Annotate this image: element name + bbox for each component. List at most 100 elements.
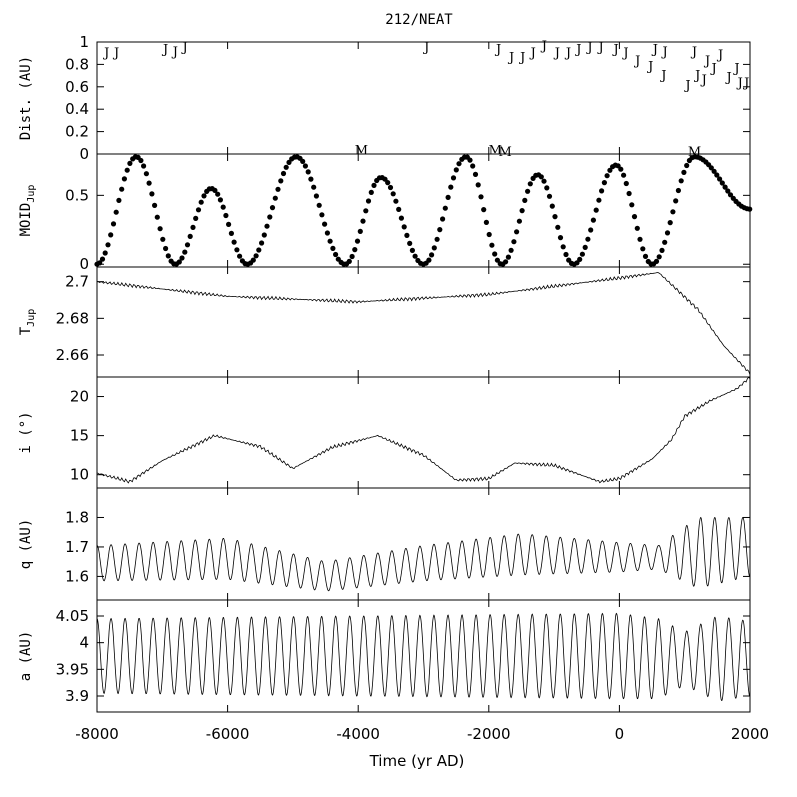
encounter-marker: J	[690, 45, 697, 60]
y-axis-label: q (AU)	[18, 519, 34, 570]
data-point	[607, 167, 613, 173]
data-point	[599, 188, 605, 194]
data-point	[593, 207, 599, 213]
data-point	[407, 240, 413, 246]
data-point	[385, 180, 391, 186]
data-point	[165, 253, 171, 259]
data-point	[478, 194, 484, 200]
encounter-marker: J	[621, 46, 628, 61]
encounter-marker: J	[724, 71, 731, 86]
encounter-marker: J	[553, 46, 560, 61]
data-point	[684, 162, 690, 169]
y-tick-label: 1.6	[65, 567, 89, 585]
x-tick-label: -4000	[336, 725, 380, 743]
data-point	[434, 236, 440, 242]
data-point	[475, 182, 481, 188]
data-point	[124, 167, 130, 173]
encounter-marker: J	[518, 50, 525, 65]
data-point	[505, 254, 511, 260]
data-point	[514, 229, 520, 235]
data-point	[670, 209, 676, 215]
y-axis-label: TJup	[18, 309, 37, 336]
data-point	[596, 197, 602, 203]
data-point	[269, 205, 276, 211]
data-point	[280, 170, 287, 177]
encounter-marker: J	[564, 46, 571, 61]
data-point	[316, 202, 322, 208]
data-point	[278, 178, 284, 184]
panel-frame-a	[96, 599, 751, 713]
data-point	[429, 252, 435, 258]
data-point	[481, 207, 487, 213]
series-line-q	[96, 516, 751, 592]
data-point	[102, 250, 108, 256]
data-point	[234, 247, 240, 253]
data-point	[357, 228, 363, 234]
encounter-marker: J	[102, 46, 109, 61]
data-point	[585, 236, 591, 242]
encounter-marker: J	[633, 54, 640, 69]
data-point	[640, 246, 646, 252]
data-point	[163, 245, 169, 252]
data-point	[711, 168, 717, 174]
y-tick-label: 1	[79, 33, 89, 51]
data-point	[105, 242, 111, 248]
encounter-marker: J	[540, 39, 547, 54]
y-tick-label: 2.7	[65, 273, 89, 291]
data-point	[722, 184, 728, 190]
encounter-marker: J	[112, 46, 119, 61]
panel-q: 1.6 1.7 1.8 q (AU)	[18, 487, 751, 601]
data-point	[456, 161, 462, 167]
data-point	[656, 254, 662, 260]
data-point	[489, 242, 495, 248]
encounter-marker: M	[489, 143, 502, 158]
data-point	[445, 194, 451, 200]
encounter-marker: J	[709, 62, 716, 77]
y-tick-label: 2.68	[56, 309, 89, 327]
encounter-marker: J	[661, 45, 668, 60]
y-tick-label: 0.5	[65, 186, 89, 204]
data-point	[387, 184, 394, 191]
x-tick-label: 2000	[731, 725, 769, 743]
data-point	[113, 209, 119, 215]
data-point	[360, 218, 366, 224]
data-point	[187, 233, 193, 239]
encounter-marker: J	[161, 43, 168, 58]
data-point	[390, 191, 396, 197]
data-point	[127, 160, 133, 166]
data-point	[226, 221, 232, 227]
encounter-marker: J	[736, 76, 743, 91]
data-point	[681, 169, 687, 175]
data-point	[494, 257, 500, 263]
encounter-marker: J	[597, 40, 604, 55]
panel-frame-tjup	[96, 266, 751, 378]
data-point	[725, 188, 731, 194]
data-point	[486, 231, 492, 238]
data-point	[541, 178, 547, 184]
x-tick-label: 0	[615, 725, 625, 743]
data-point	[146, 180, 152, 186]
data-point	[717, 176, 723, 182]
data-point	[152, 202, 158, 208]
data-point	[179, 255, 185, 261]
data-point	[182, 249, 188, 255]
data-point	[176, 259, 182, 265]
data-point	[261, 232, 267, 238]
encounter-marker: J	[716, 48, 723, 63]
data-point	[522, 197, 528, 203]
data-point	[108, 232, 114, 238]
encounter-marker: J	[181, 40, 188, 55]
data-point	[149, 191, 155, 197]
encounter-marker: J	[646, 59, 653, 74]
data-point	[590, 217, 597, 223]
data-point	[250, 257, 256, 263]
data-point	[121, 176, 127, 182]
y-axis-label: i (°)	[18, 411, 34, 453]
data-point	[544, 185, 550, 191]
encounter-marker: J	[574, 43, 581, 58]
data-point	[99, 256, 106, 262]
data-point	[637, 236, 643, 242]
data-point	[631, 214, 638, 220]
